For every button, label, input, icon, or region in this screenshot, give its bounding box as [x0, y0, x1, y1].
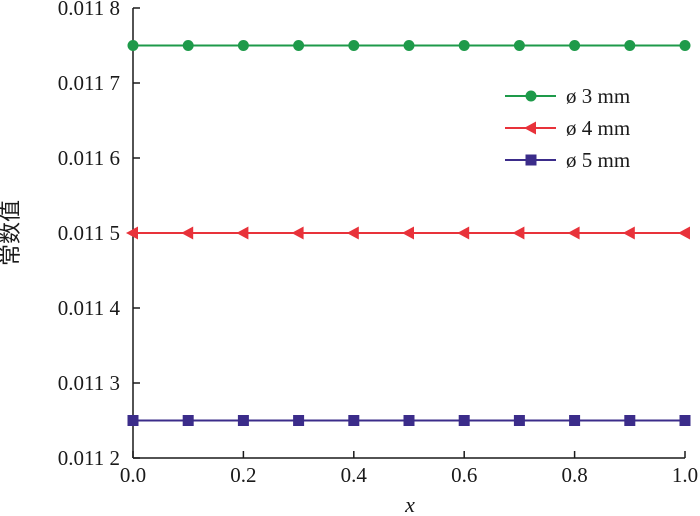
- y-tick-label: 0.011 2: [58, 446, 120, 470]
- legend-marker: [525, 90, 537, 102]
- data-point: [678, 226, 690, 240]
- x-tick-label: 0.6: [451, 463, 477, 487]
- series-layer: [126, 40, 691, 426]
- x-tick-label: 1.0: [672, 463, 698, 487]
- data-point: [293, 40, 305, 51]
- data-point: [291, 226, 304, 240]
- legend-label: ø 4 mm: [566, 116, 630, 140]
- data-point: [127, 415, 139, 426]
- data-point: [348, 40, 360, 51]
- data-point: [513, 415, 525, 426]
- data-point: [567, 226, 580, 240]
- data-point: [512, 226, 525, 240]
- series-1: [127, 40, 691, 51]
- data-point: [679, 40, 691, 51]
- legend-item-3: ø 5 mm: [505, 148, 630, 172]
- legend-marker: [524, 121, 536, 135]
- data-point: [402, 226, 414, 240]
- data-point: [403, 40, 415, 51]
- data-point: [679, 415, 691, 426]
- legend-item-1: ø 3 mm: [505, 84, 630, 108]
- legend: ø 3 mm ø 4 mm ø 5 mm: [505, 84, 630, 172]
- x-tick-label: 0.2: [230, 463, 256, 487]
- data-point: [458, 40, 470, 51]
- data-point: [181, 226, 194, 240]
- y-tick-label: 0.011 5: [58, 221, 120, 245]
- data-point: [624, 415, 636, 426]
- legend-label: ø 3 mm: [566, 84, 630, 108]
- y-axis-label: 常数值: [0, 200, 23, 266]
- data-point: [569, 40, 581, 51]
- y-tick-label: 0.011 4: [58, 296, 121, 320]
- data-point: [127, 40, 139, 51]
- data-point: [513, 40, 525, 51]
- data-point: [237, 40, 249, 51]
- y-tick-label: 0.011 8: [58, 0, 120, 20]
- data-point: [569, 415, 581, 426]
- y-tick-label: 0.011 7: [58, 71, 120, 95]
- series-3: [127, 415, 691, 426]
- legend-marker: [525, 154, 537, 166]
- data-point: [182, 40, 194, 51]
- y-tick-label: 0.011 3: [58, 371, 120, 395]
- data-point: [293, 415, 305, 426]
- data-point: [457, 226, 470, 240]
- x-tick-label: 0.4: [341, 463, 368, 487]
- x-tick-label: 0.0: [120, 463, 146, 487]
- data-point: [348, 415, 360, 426]
- data-point: [403, 415, 415, 426]
- plot-area: 0.011 2 0.011 3 0.011 4 0.011 5 0.011 6 0.011…: [58, 0, 698, 487]
- data-point: [236, 226, 249, 240]
- data-point: [126, 226, 138, 240]
- x-axis-label: x: [404, 492, 415, 516]
- data-point: [458, 415, 470, 426]
- y-tick-label: 0.011 6: [58, 146, 120, 170]
- data-point: [182, 415, 194, 426]
- legend-label: ø 5 mm: [566, 148, 630, 172]
- series-2: [126, 226, 690, 240]
- data-point: [622, 226, 635, 240]
- data-point: [237, 415, 249, 426]
- data-point: [346, 226, 359, 240]
- data-point: [624, 40, 636, 51]
- legend-item-2: ø 4 mm: [505, 116, 630, 140]
- x-tick-label: 0.8: [561, 463, 587, 487]
